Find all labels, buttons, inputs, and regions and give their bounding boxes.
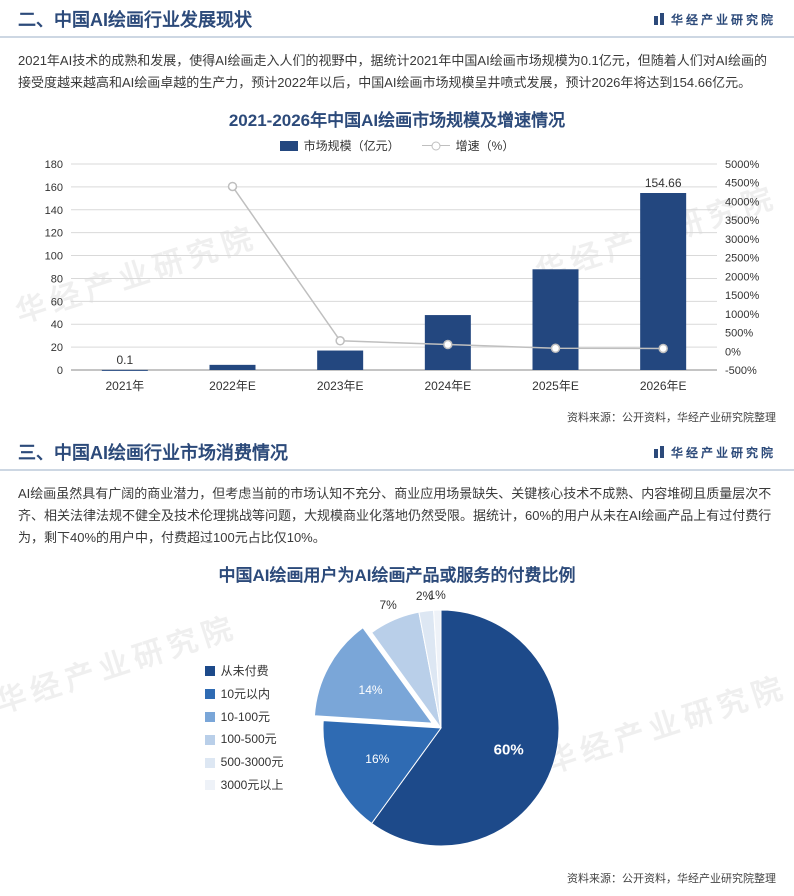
- section2-title: 二、中国AI绘画行业发展现状: [18, 6, 252, 32]
- pie-slice-label: 1%: [428, 588, 445, 602]
- pie-legend-item: 100-500元: [205, 728, 284, 751]
- svg-text:2025年E: 2025年E: [532, 379, 579, 393]
- section2-header: 二、中国AI绘画行业发展现状 华经产业研究院: [0, 0, 794, 38]
- svg-text:0%: 0%: [725, 346, 741, 358]
- legend-bar-label: 市场规模（亿元）: [304, 137, 400, 154]
- brand-bars-icon: [653, 12, 667, 26]
- pie-legend-item: 10-100元: [205, 706, 284, 729]
- pie-legend-item: 500-3000元: [205, 751, 284, 774]
- section2-source: 资料来源：公开资料，华经产业研究院整理: [0, 403, 794, 433]
- svg-text:2022年E: 2022年E: [209, 379, 256, 393]
- svg-text:40: 40: [51, 319, 63, 331]
- svg-text:5000%: 5000%: [725, 159, 759, 171]
- legend-line: 增速（%）: [422, 137, 515, 154]
- svg-text:500%: 500%: [725, 328, 753, 340]
- legend-bar: 市场规模（亿元）: [280, 137, 400, 154]
- pie-legend: 从未付费10元以内10-100元100-500元500-3000元3000元以上: [205, 660, 284, 797]
- brand-bars-icon: [653, 445, 667, 459]
- svg-text:60: 60: [51, 297, 63, 309]
- barline-chart-title: 2021-2026年中国AI绘画市场规模及增速情况: [0, 106, 794, 131]
- pie-legend-label: 3000元以上: [221, 774, 284, 797]
- svg-text:0: 0: [57, 365, 63, 377]
- svg-text:120: 120: [45, 228, 63, 240]
- legend-line-label: 增速（%）: [456, 137, 515, 154]
- svg-text:180: 180: [45, 159, 63, 171]
- barline-chart: 0 20 40 60 80 100 120 140 160 180 -500% 0% 500% 1000%…: [17, 158, 777, 403]
- pie-legend-label: 10-100元: [221, 706, 270, 729]
- section3-source: 资料来源：公开资料，华经产业研究院整理: [0, 864, 794, 894]
- section2-paragraph: 2021年AI技术的成熟和发展，使得AI绘画走入人们的视野中，据统计2021年中…: [0, 38, 794, 102]
- pie-legend-label: 10元以内: [221, 683, 270, 706]
- svg-text:4500%: 4500%: [725, 178, 759, 190]
- brand-text-2: 华经产业研究院: [671, 444, 776, 461]
- pie-legend-label: 500-3000元: [221, 751, 284, 774]
- pie-legend-swatch: [205, 780, 215, 790]
- pie-slice-label: 7%: [379, 598, 396, 612]
- svg-text:4000%: 4000%: [725, 197, 759, 209]
- svg-text:2026年E: 2026年E: [640, 379, 687, 393]
- pie-chart-wrap: 从未付费10元以内10-100元100-500元500-3000元3000元以上…: [0, 592, 794, 864]
- pie-legend-item: 从未付费: [205, 660, 284, 683]
- pie-chart: 60%16%14%7%2%1%: [293, 592, 589, 864]
- barline-legend: 市场规模（亿元） 增速（%）: [0, 137, 794, 154]
- pie-slice-label: 14%: [359, 683, 383, 697]
- svg-text:140: 140: [45, 205, 63, 217]
- pie-legend-label: 100-500元: [221, 728, 277, 751]
- pie-slice-label: 16%: [365, 752, 389, 766]
- pie-legend-swatch: [205, 758, 215, 768]
- pie-chart-title: 中国AI绘画用户为AI绘画产品或服务的付费比例: [0, 561, 794, 586]
- svg-text:-500%: -500%: [725, 365, 757, 377]
- svg-text:2023年E: 2023年E: [317, 379, 364, 393]
- pie-legend-label: 从未付费: [221, 660, 269, 683]
- svg-text:2021年: 2021年: [105, 379, 144, 393]
- pie-legend-swatch: [205, 689, 215, 699]
- svg-text:2500%: 2500%: [725, 253, 759, 265]
- svg-text:100: 100: [45, 251, 63, 263]
- section3-header: 三、中国AI绘画行业市场消费情况 华经产业研究院: [0, 433, 794, 471]
- brand-mark: 华经产业研究院: [653, 11, 776, 28]
- pie-legend-swatch: [205, 712, 215, 722]
- brand-text: 华经产业研究院: [671, 11, 776, 28]
- svg-text:0.1: 0.1: [116, 353, 133, 367]
- pie-slice-label: 60%: [494, 742, 524, 759]
- section3-paragraph: AI绘画虽然具有广阔的商业潜力，但考虑当前的市场认知不充分、商业应用场景缺失、关…: [0, 471, 794, 557]
- pie-legend-swatch: [205, 666, 215, 676]
- svg-text:2024年E: 2024年E: [424, 379, 471, 393]
- pie-legend-item: 3000元以上: [205, 774, 284, 797]
- svg-text:1000%: 1000%: [725, 309, 759, 321]
- svg-text:20: 20: [51, 342, 63, 354]
- svg-text:2000%: 2000%: [725, 272, 759, 284]
- pie-legend-item: 10元以内: [205, 683, 284, 706]
- svg-text:160: 160: [45, 182, 63, 194]
- svg-text:3500%: 3500%: [725, 215, 759, 227]
- pie-legend-swatch: [205, 735, 215, 745]
- section3-title: 三、中国AI绘画行业市场消费情况: [18, 439, 288, 465]
- svg-text:3000%: 3000%: [725, 234, 759, 246]
- svg-text:1500%: 1500%: [725, 290, 759, 302]
- brand-mark-2: 华经产业研究院: [653, 444, 776, 461]
- svg-text:154.66: 154.66: [645, 176, 682, 190]
- svg-text:80: 80: [51, 274, 63, 286]
